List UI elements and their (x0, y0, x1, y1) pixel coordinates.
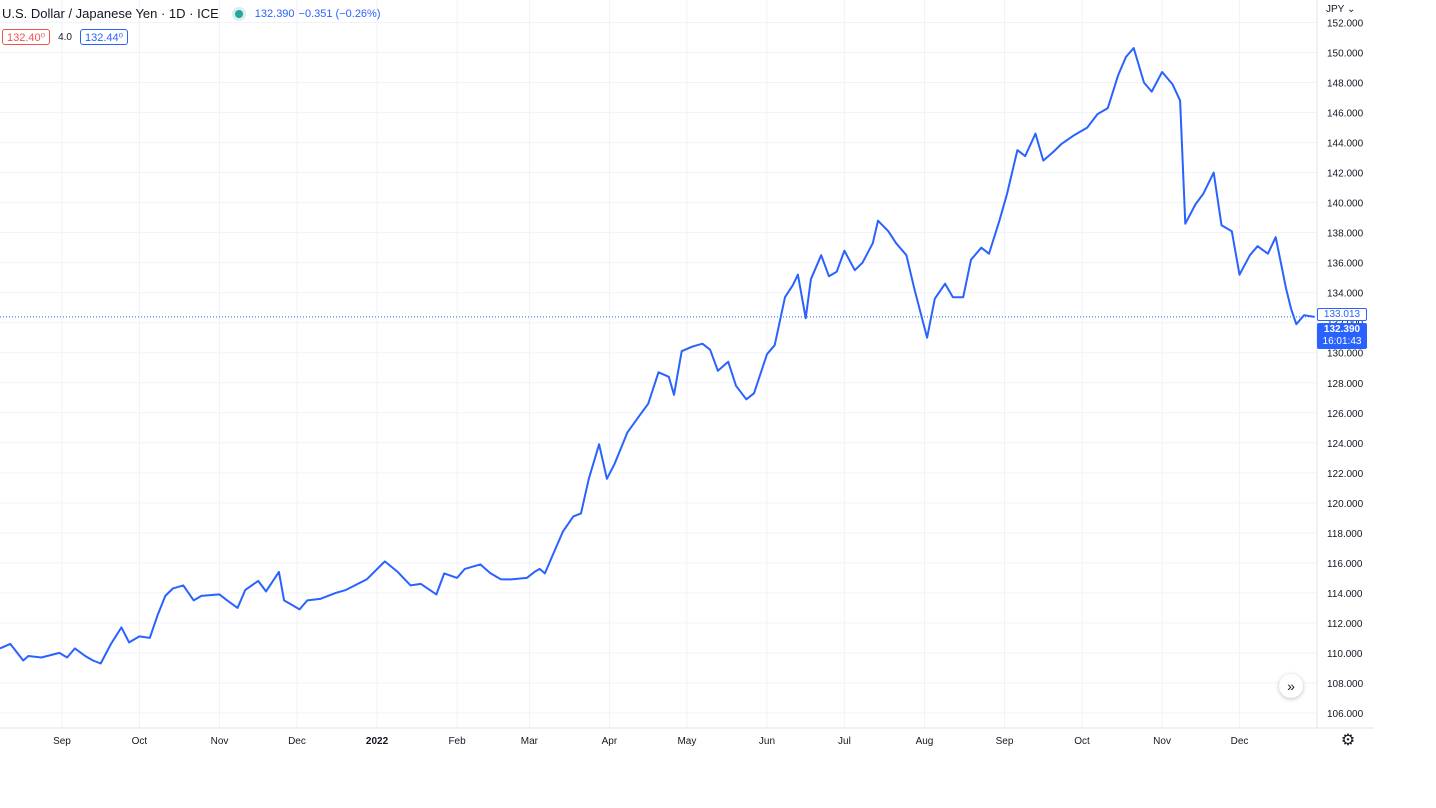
ask-button[interactable]: 132.44⁰ (79, 29, 129, 45)
y-tick-label: 152.000 (1327, 19, 1364, 30)
legend-last-price: 132.390 (254, 7, 295, 20)
y-tick-label: 144.000 (1327, 139, 1364, 150)
y-tick-label: 108.000 (1327, 679, 1364, 690)
y-tick-label: 112.000 (1327, 619, 1363, 630)
x-tick-label: Feb (448, 736, 466, 747)
x-tick-label: 2022 (366, 736, 389, 747)
spread-value: 4.0 (58, 31, 72, 43)
y-tick-label: 114.000 (1327, 589, 1363, 600)
bid-button[interactable]: 132.40⁰ (2, 29, 51, 45)
y-tick-label: 106.000 (1327, 709, 1364, 720)
previous-close-price-tag: 133.013 (1317, 308, 1367, 321)
vertical-gridlines (61, 0, 1241, 728)
double-chevron-right-icon: » (1287, 678, 1295, 694)
y-tick-label: 118.000 (1327, 529, 1363, 540)
x-tick-label: Sep (53, 736, 71, 747)
x-tick-label: Nov (1153, 736, 1171, 747)
chart-settings-button[interactable]: ⚙ (1339, 731, 1357, 749)
y-tick-label: 138.000 (1327, 229, 1364, 240)
chevron-down-icon: ⌄ (1346, 4, 1356, 15)
x-tick-label: Nov (211, 736, 229, 747)
currency-unit-label: JPY (1326, 4, 1345, 15)
x-tick-label: May (677, 736, 696, 747)
symbol-title[interactable]: U.S. Dollar / Japanese Yen · 1D · ICE (2, 6, 219, 21)
x-tick-label: Dec (288, 736, 306, 747)
x-tick-label: Sep (996, 736, 1014, 747)
x-tick-label: Jul (838, 736, 851, 747)
scroll-to-realtime-button[interactable]: » (1279, 674, 1303, 698)
x-tick-label: Oct (1074, 736, 1090, 747)
y-tick-label: 142.000 (1327, 169, 1364, 180)
y-tick-label: 148.000 (1327, 79, 1364, 90)
y-tick-label: 130.000 (1327, 349, 1364, 360)
y-tick-label: 116.000 (1327, 559, 1363, 570)
last-price-value: 132.390 (1323, 324, 1361, 335)
x-tick-label: Apr (602, 736, 618, 747)
x-tick-label: Jun (759, 736, 775, 747)
y-tick-label: 146.000 (1327, 109, 1364, 120)
bid-ask-panel: 132.40⁰ 4.0 132.44⁰ (2, 29, 129, 45)
legend-change: −0.351 (−0.26%) (298, 7, 381, 20)
y-tick-label: 124.000 (1327, 439, 1364, 450)
x-axis-ticks: Sep Oct Nov Dec 2022 Feb Mar Apr May Jun Jul Aug Sep… (53, 736, 1248, 747)
y-tick-label: 122.000 (1327, 469, 1364, 480)
x-tick-label: Oct (132, 736, 148, 747)
gear-icon: ⚙ (1340, 732, 1356, 749)
y-tick-label: 110.000 (1327, 649, 1363, 660)
y-tick-label: 120.000 (1327, 499, 1364, 510)
last-price-tag: 132.390 16:01:43 (1317, 323, 1367, 349)
x-tick-label: Mar (521, 736, 539, 747)
currency-unit-selector[interactable]: JPY ⌄ (1326, 4, 1355, 15)
y-tick-label: 126.000 (1327, 409, 1364, 420)
market-status-dot (234, 9, 243, 18)
symbol-legend: U.S. Dollar / Japanese Yen · 1D · ICE 13… (2, 6, 381, 21)
y-tick-label: 134.000 (1327, 289, 1364, 300)
y-tick-label: 150.000 (1327, 49, 1364, 60)
x-tick-label: Dec (1231, 736, 1249, 747)
x-tick-label: Aug (916, 736, 934, 747)
horizontal-gridlines (0, 22, 1317, 714)
y-tick-label: 128.000 (1327, 379, 1364, 390)
y-tick-label: 136.000 (1327, 259, 1364, 270)
bar-countdown: 16:01:43 (1322, 336, 1362, 347)
y-tick-label: 140.000 (1327, 199, 1364, 210)
y-axis-ticks: 106.000 108.000 110.000 112.000 114.000 116.0… (1327, 19, 1364, 720)
series-line (0, 47, 1315, 665)
